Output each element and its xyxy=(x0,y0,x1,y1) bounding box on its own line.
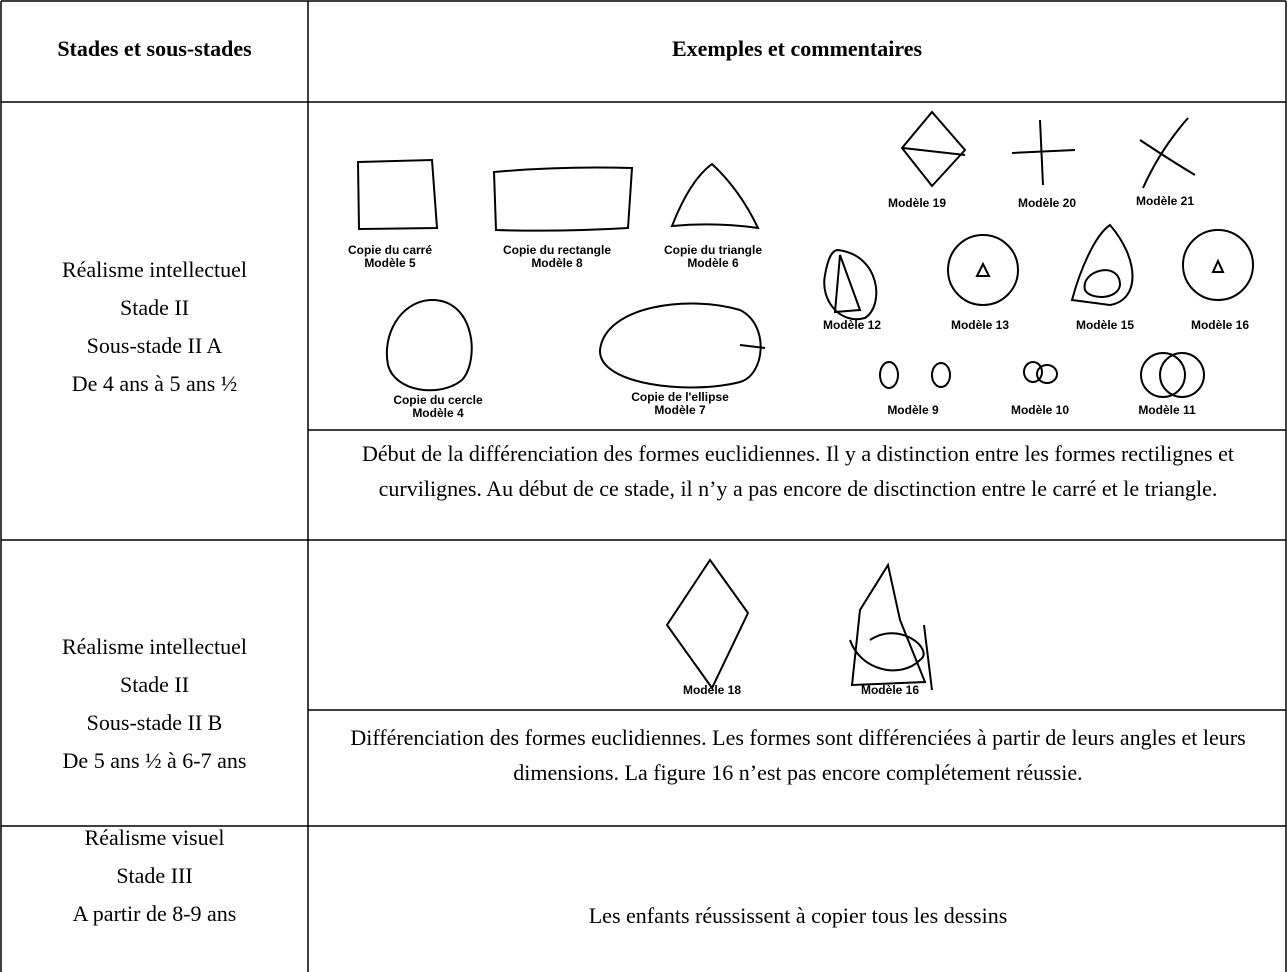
caption: Modèle 18 xyxy=(683,683,741,697)
stage-line: Sous-stade II A xyxy=(86,333,223,358)
sketches xyxy=(356,110,1254,691)
stage-line: Stade III xyxy=(116,863,193,888)
caption: Modèle 12 xyxy=(823,318,881,332)
caption: Modèle 10 xyxy=(1011,403,1069,417)
caption: Modèle 19 xyxy=(888,196,946,210)
stage-cell: Réalisme visuel Stade III A partir de 8-9 … xyxy=(1,819,308,933)
caption: Modèle 13 xyxy=(951,318,1009,332)
caption: Copie de l'ellipse xyxy=(631,390,729,404)
caption: Copie du triangle xyxy=(664,243,762,257)
stage-line: De 5 ans ½ à 6-7 ans xyxy=(62,748,247,773)
caption: Modèle 8 xyxy=(531,256,583,270)
caption: Modèle 7 xyxy=(654,403,706,417)
caption: Modèle 4 xyxy=(412,406,464,420)
stage-line: A partir de 8-9 ans xyxy=(72,901,237,926)
caption: Copie du cercle xyxy=(393,393,483,407)
stage-line: Sous-stade II B xyxy=(86,710,223,735)
stage-line: Réalisme visuel xyxy=(84,825,225,850)
comment: Début de la différenciation des formes e… xyxy=(362,441,1234,501)
caption: Copie du carré xyxy=(348,243,432,257)
header-cell: Exemples et commentaires xyxy=(671,36,923,61)
comment: Différenciation des formes euclidiennes.… xyxy=(350,725,1246,785)
caption: Modèle 9 xyxy=(887,403,939,417)
caption: Modèle 16 xyxy=(1191,318,1249,332)
caption: Copie du rectangle xyxy=(503,243,611,257)
stage-line: Stade II xyxy=(119,295,190,320)
stage-cell: Réalisme intellectuel Stade II Sous-stade … xyxy=(1,251,308,403)
stage-cell: Réalisme intellectuel Stade II Sous-stade … xyxy=(1,628,308,780)
caption: Modèle 6 xyxy=(687,256,739,270)
caption: Modèle 20 xyxy=(1018,196,1076,210)
stage-line: Stade II xyxy=(119,672,190,697)
header-cell: Stades et sous-stades xyxy=(57,36,252,61)
caption: Modèle 21 xyxy=(1136,194,1194,208)
stage-line: De 4 ans à 5 ans ½ xyxy=(71,371,238,396)
caption: Modèle 5 xyxy=(364,256,416,270)
comment: Les enfants réussissent à copier tous le… xyxy=(588,903,1008,928)
stage-line: Réalisme intellectuel xyxy=(61,257,248,282)
caption: Modèle 11 xyxy=(1138,403,1196,417)
captions: Copie du carré Modèle 5 Copie du rectang… xyxy=(348,194,1249,697)
stage-line: Réalisme intellectuel xyxy=(61,634,248,659)
caption: Modèle 16 xyxy=(861,683,919,697)
caption: Modèle 15 xyxy=(1076,318,1134,332)
